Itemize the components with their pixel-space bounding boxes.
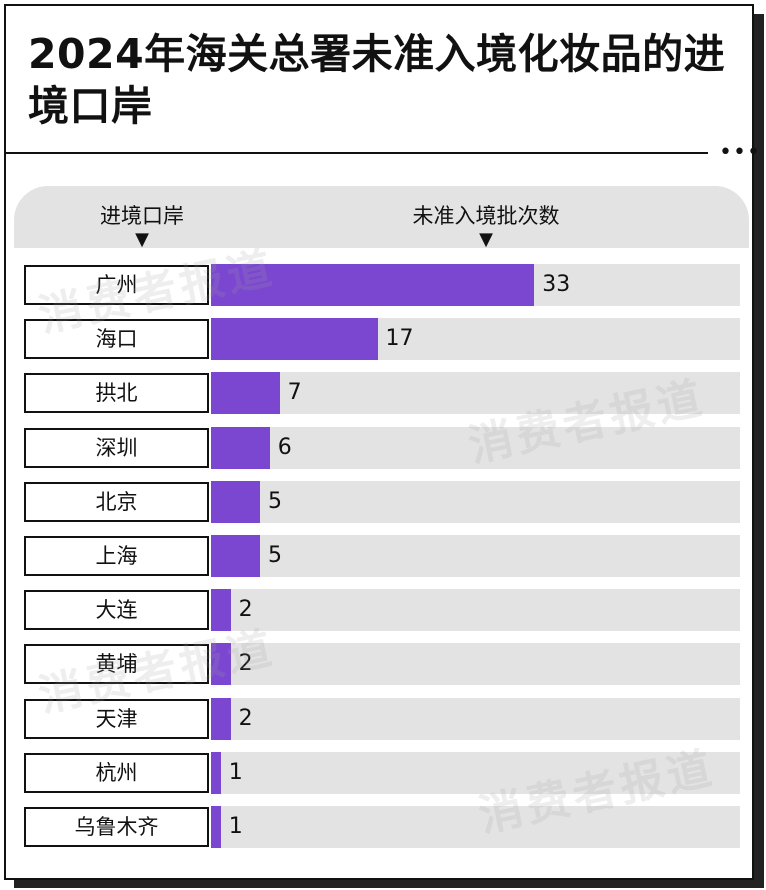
bar [211,426,270,469]
bar-row: 海口 17 [24,318,740,361]
column-header-band [14,186,749,248]
bar [211,589,231,632]
category-label: 天津 [24,698,209,739]
bar [211,318,378,361]
bar [211,264,535,306]
bar-track [211,751,740,794]
value-label: 5 [267,488,282,514]
bar-row: 黄埔 2 [24,643,740,686]
bar-row: 北京 5 [24,480,740,523]
bar [211,535,260,577]
more-icon[interactable]: ••• [719,140,761,165]
value-label: 7 [287,380,302,406]
bar-track [211,480,740,523]
value-label: 2 [238,651,253,677]
bar [211,806,221,848]
category-label: 杭州 [24,752,209,793]
category-label: 大连 [24,590,209,631]
bar [211,697,231,740]
down-triangle-icon: ▼ [135,229,149,250]
down-triangle-icon: ▼ [479,229,493,250]
value-label: 2 [238,597,253,623]
category-label: 海口 [24,319,209,360]
bar [211,480,260,523]
value-label: 5 [267,543,282,568]
category-label: 乌鲁木齐 [24,807,209,847]
bar-track [211,426,740,469]
value-label: 17 [385,326,414,352]
bar-track [211,589,740,632]
bar-track [211,697,740,740]
value-column-label: 未准入境批次数 [412,204,560,228]
bar-row: 大连 2 [24,589,740,632]
category-label: 拱北 [24,373,209,414]
bar-row: 上海 5 [24,535,740,577]
bar [211,372,280,415]
value-column-header: 未准入境批次数 ▼ [391,203,581,249]
value-label: 2 [238,705,253,731]
bar-row: 拱北 7 [24,372,740,415]
chart-card: 2024年海关总署未准入境化妆品的进境口岸 ••• 进境口岸 ▼ 未准入境批次数… [4,4,760,880]
category-label: 上海 [24,536,209,576]
value-label: 1 [228,814,243,839]
value-label: 1 [228,759,243,785]
category-label: 广州 [24,265,209,305]
category-column-label: 进境口岸 [100,204,184,228]
bar-row: 乌鲁木齐 1 [24,806,740,848]
bar [211,751,221,794]
category-label: 北京 [24,481,209,522]
category-column-header: 进境口岸 ▼ [82,203,202,249]
title-divider [6,152,708,154]
category-label: 深圳 [24,427,209,468]
bar-track [211,806,740,848]
bar-row: 天津 2 [24,697,740,740]
bar-row: 深圳 6 [24,426,740,469]
bar-track [211,643,740,686]
chart-title: 2024年海关总署未准入境化妆品的进境口岸 [28,30,726,130]
bar-track [211,372,740,415]
category-label: 黄埔 [24,644,209,685]
value-label: 33 [542,272,571,297]
bar-row: 广州 33 [24,264,740,306]
bar-row: 杭州 1 [24,751,740,794]
bar-track [211,535,740,577]
bar [211,643,231,686]
value-label: 6 [277,434,292,460]
